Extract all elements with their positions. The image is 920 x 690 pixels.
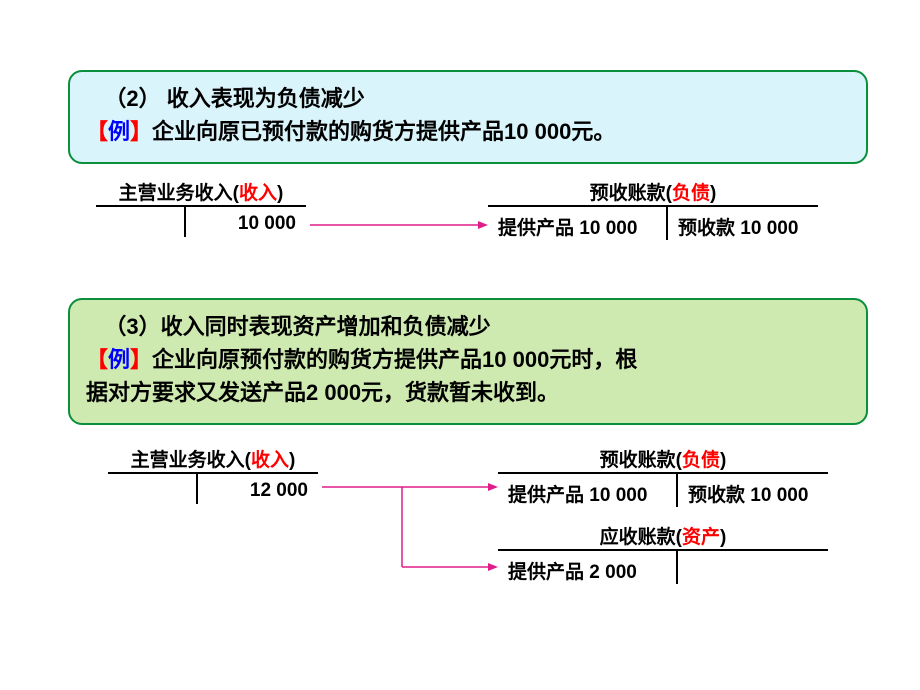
box1-line2: 【例】企业向原已预付款的购货方提供产品10 000元。 xyxy=(86,115,850,148)
bracket-right: 】 xyxy=(130,119,152,144)
example-text: 企业向原已预付款的购货方提供产品10 000元。 xyxy=(152,119,615,144)
t-right-col: 10 000 xyxy=(186,207,306,237)
arrow-1 xyxy=(310,217,488,238)
t-account-revenue-2: 主营业务收入(收入) 12 000 xyxy=(108,445,318,504)
t-right-col xyxy=(678,551,828,584)
explanation-box-2: （2） 收入表现为负债减少 【例】企业向原已预付款的购货方提供产品10 000元… xyxy=(68,70,868,164)
t-right-col: 预收款 10 000 xyxy=(668,207,818,240)
example-word: 例 xyxy=(108,347,130,372)
t-account-liability-2-title: 预收账款(负债) xyxy=(498,445,828,474)
t-account-liability-2: 预收账款(负债) 提供产品 10 000 预收款 10 000 xyxy=(498,445,828,507)
t-left-col: 提供产品 2 000 xyxy=(498,551,678,584)
t-account-liability-1-title: 预收账款(负债) xyxy=(488,178,818,207)
explanation-box-3: （3）收入同时表现资产增加和负债减少 【例】企业向原预付款的购货方提供产品10 … xyxy=(68,298,868,425)
box1-line1: （2） 收入表现为负债减少 xyxy=(86,82,850,115)
t-left-col: 提供产品 10 000 xyxy=(498,474,678,507)
box2-line2a: 【例】企业向原预付款的购货方提供产品10 000元时，根 xyxy=(86,343,850,376)
t-account-asset-2: 应收账款(资产) 提供产品 2 000 xyxy=(498,522,828,584)
t-account-asset-2-title: 应收账款(资产) xyxy=(498,522,828,551)
bracket-left: 【 xyxy=(86,119,108,144)
t-right-col: 预收款 10 000 xyxy=(678,474,828,507)
example-word: 例 xyxy=(108,119,130,144)
t-account-liability-1: 预收账款(负债) 提供产品 10 000 预收款 10 000 xyxy=(488,178,818,240)
t-account-revenue-2-title: 主营业务收入(收入) xyxy=(108,445,318,474)
t-left-col xyxy=(108,474,198,504)
bracket-left: 【 xyxy=(86,347,108,372)
example-text-a: 企业向原预付款的购货方提供产品10 000元时，根 xyxy=(152,347,637,372)
t-account-revenue-1: 主营业务收入(收入) 10 000 xyxy=(96,178,306,237)
arrow-split xyxy=(322,479,502,584)
box2-line2b: 据对方要求又发送产品2 000元，货款暂未收到。 xyxy=(86,376,850,409)
t-account-revenue-1-title: 主营业务收入(收入) xyxy=(96,178,306,207)
box2-line1: （3）收入同时表现资产增加和负债减少 xyxy=(86,310,850,343)
t-right-col: 12 000 xyxy=(198,474,318,504)
t-left-col xyxy=(96,207,186,237)
box1-line1-part1: （2） 收入表现为负债减少 xyxy=(86,86,365,111)
t-left-col: 提供产品 10 000 xyxy=(488,207,668,240)
bracket-right: 】 xyxy=(130,347,152,372)
